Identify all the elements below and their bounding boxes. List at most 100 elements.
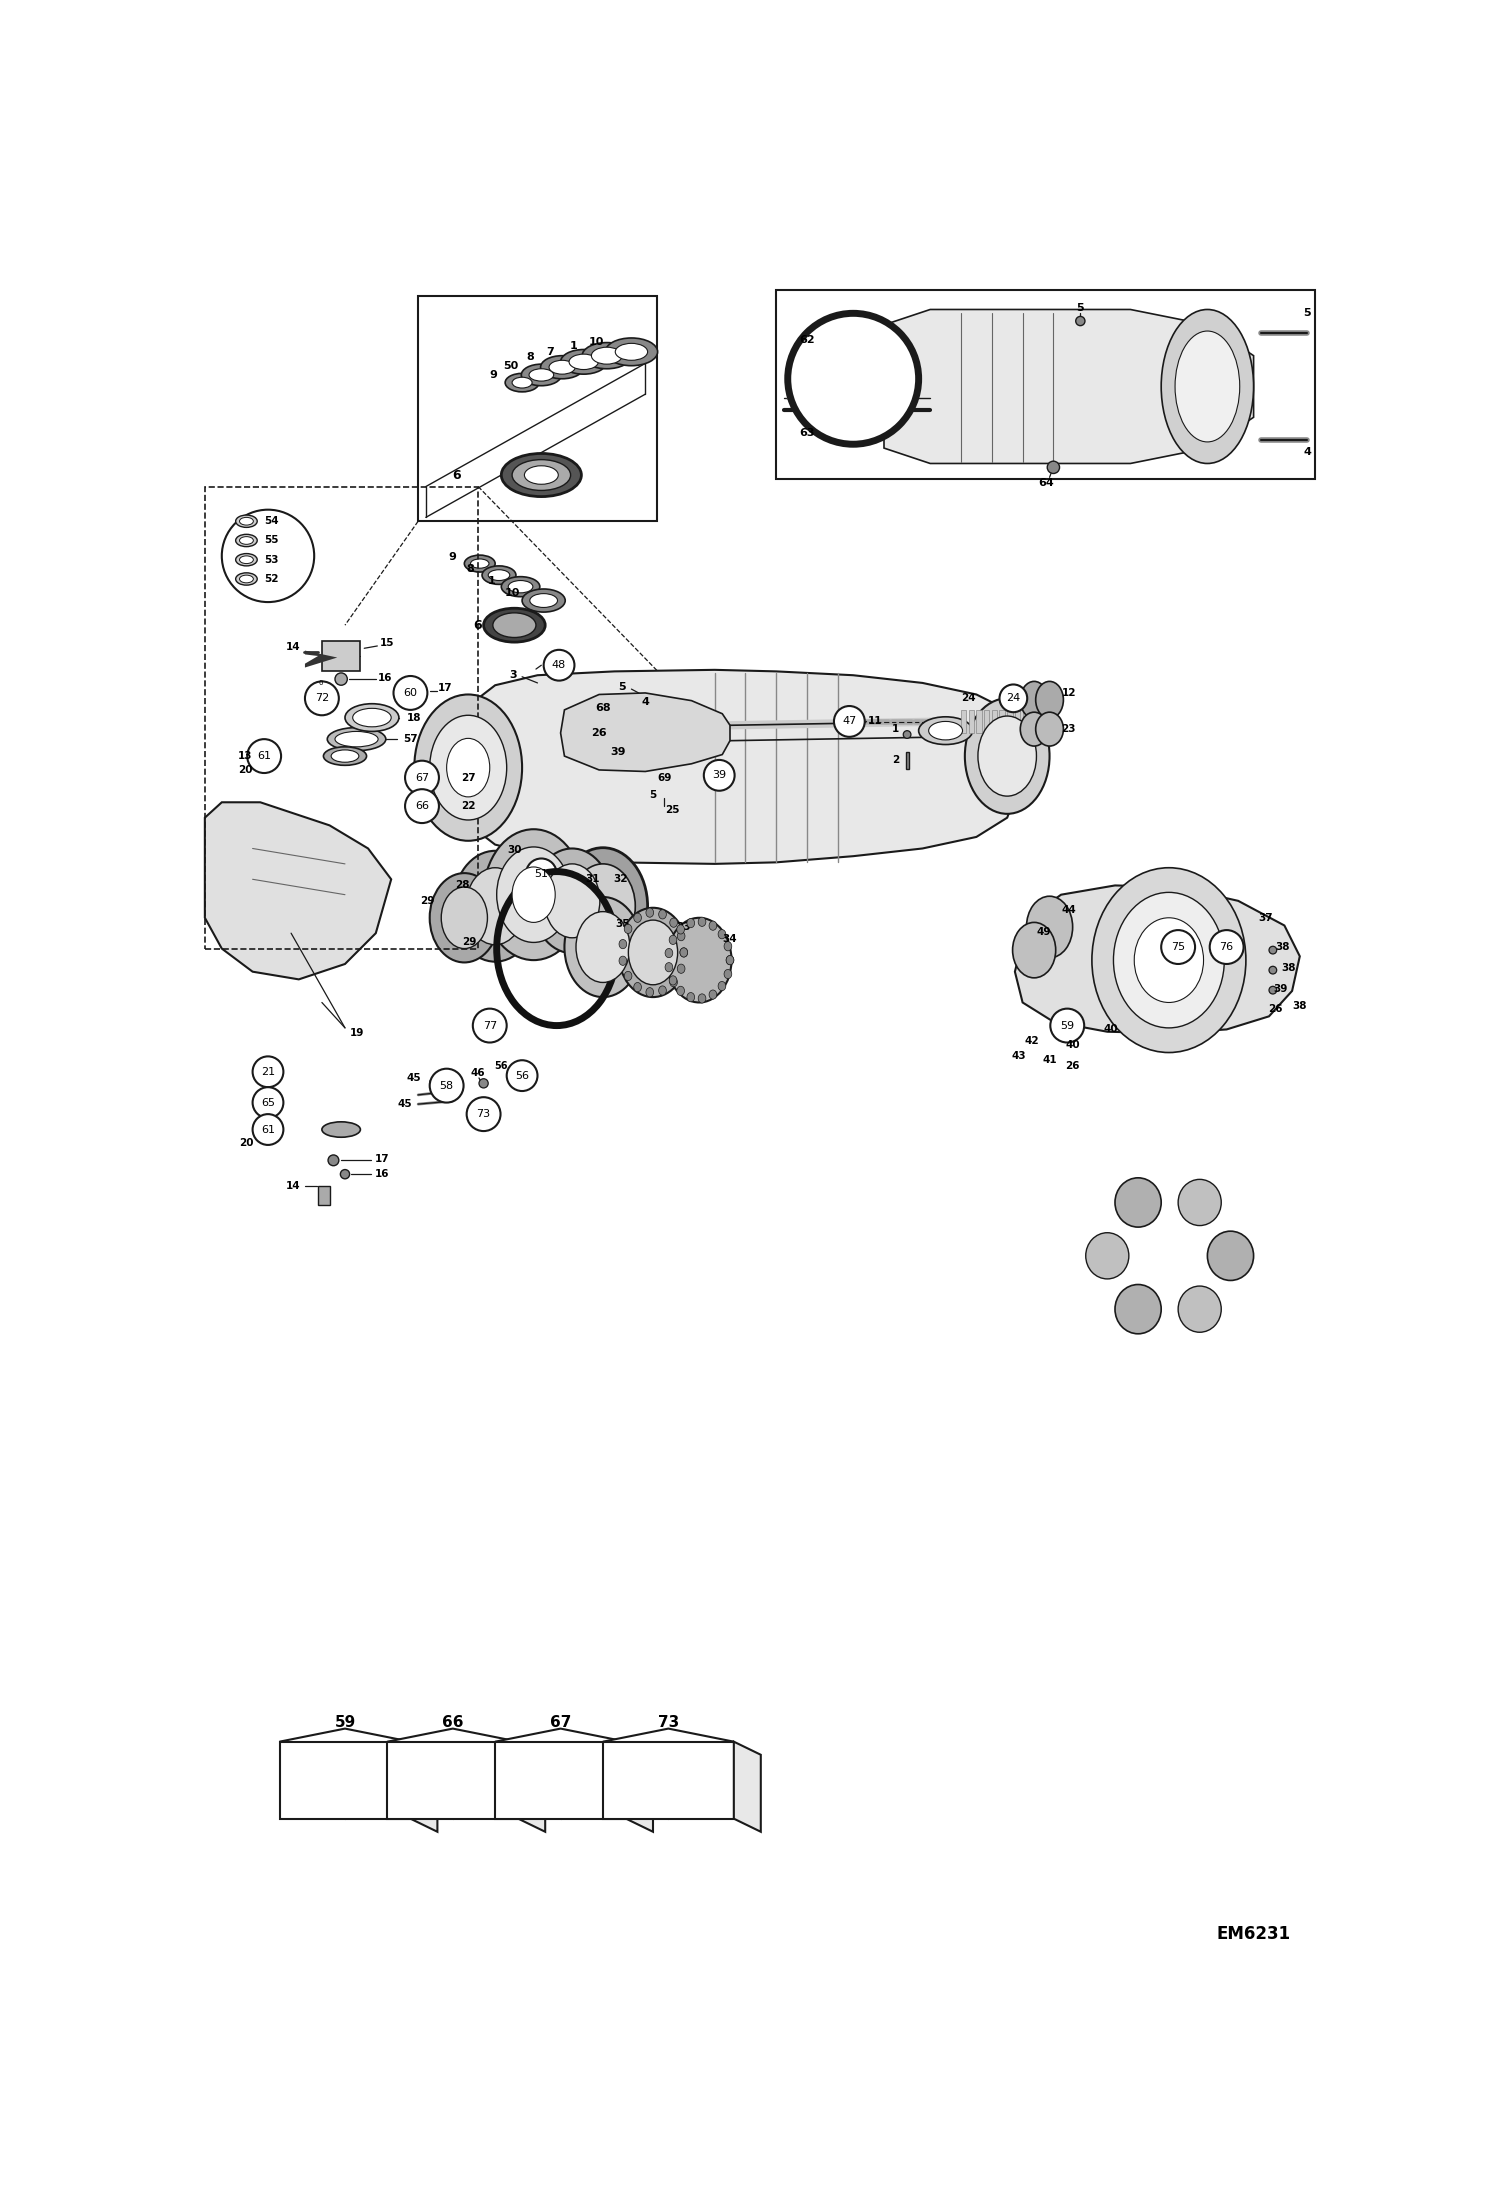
Ellipse shape	[583, 342, 632, 369]
Text: 40: 40	[1104, 1025, 1119, 1033]
Ellipse shape	[512, 377, 532, 388]
Ellipse shape	[235, 553, 258, 566]
Text: 67: 67	[415, 772, 428, 783]
Ellipse shape	[634, 983, 641, 992]
Text: 59: 59	[1061, 1020, 1074, 1031]
Ellipse shape	[331, 750, 360, 761]
Text: 5: 5	[1303, 309, 1311, 318]
Ellipse shape	[724, 970, 731, 979]
Ellipse shape	[430, 873, 499, 963]
Text: 5: 5	[619, 682, 626, 691]
Ellipse shape	[659, 911, 667, 919]
Text: 43: 43	[1011, 1051, 1026, 1062]
Text: 20: 20	[238, 766, 252, 774]
Text: 22: 22	[461, 801, 475, 812]
Circle shape	[1269, 965, 1276, 974]
Circle shape	[306, 682, 339, 715]
Ellipse shape	[718, 981, 727, 992]
Ellipse shape	[659, 985, 667, 996]
Circle shape	[336, 674, 348, 685]
Text: 3: 3	[509, 669, 517, 680]
Text: 58: 58	[439, 1082, 454, 1090]
Circle shape	[467, 1097, 500, 1132]
Text: 28: 28	[455, 880, 469, 891]
Text: 65: 65	[261, 1097, 276, 1108]
Text: 62: 62	[798, 336, 815, 344]
Polygon shape	[388, 1729, 518, 1755]
Bar	[1031, 711, 1035, 733]
Ellipse shape	[625, 924, 632, 932]
Text: 34: 34	[722, 935, 737, 943]
Circle shape	[544, 649, 574, 680]
Ellipse shape	[709, 921, 716, 930]
Ellipse shape	[592, 347, 622, 364]
Text: 15: 15	[380, 638, 394, 647]
Text: 39: 39	[611, 748, 626, 757]
Ellipse shape	[1113, 893, 1224, 1029]
Text: 18: 18	[407, 713, 421, 722]
Text: 13: 13	[238, 750, 252, 761]
Text: 66: 66	[415, 801, 428, 812]
Ellipse shape	[727, 957, 734, 965]
Text: 5: 5	[649, 790, 656, 799]
Circle shape	[404, 790, 439, 823]
Polygon shape	[280, 1729, 410, 1755]
Ellipse shape	[918, 717, 972, 744]
Text: 37: 37	[1258, 913, 1272, 924]
Ellipse shape	[235, 535, 258, 546]
Text: 17: 17	[437, 682, 452, 693]
Ellipse shape	[619, 908, 688, 996]
Ellipse shape	[698, 917, 706, 926]
Circle shape	[340, 1169, 349, 1178]
Polygon shape	[560, 693, 730, 772]
Ellipse shape	[1177, 1180, 1221, 1226]
Polygon shape	[306, 652, 337, 667]
Circle shape	[1050, 1009, 1085, 1042]
Text: 45: 45	[407, 1073, 421, 1084]
Ellipse shape	[512, 459, 571, 491]
Ellipse shape	[577, 913, 629, 983]
Text: 16: 16	[377, 674, 392, 682]
Ellipse shape	[646, 987, 653, 996]
Polygon shape	[602, 1742, 734, 1819]
Text: 17: 17	[374, 1154, 389, 1163]
Text: 73: 73	[476, 1110, 491, 1119]
Ellipse shape	[1207, 1231, 1254, 1281]
Text: 42: 42	[1025, 1036, 1040, 1047]
Text: 38: 38	[1293, 1000, 1308, 1011]
Ellipse shape	[665, 963, 673, 972]
Text: 6: 6	[452, 470, 461, 480]
Ellipse shape	[235, 573, 258, 586]
Text: 9: 9	[449, 553, 457, 562]
Ellipse shape	[484, 829, 584, 961]
Circle shape	[1076, 316, 1085, 325]
Ellipse shape	[430, 715, 506, 821]
Ellipse shape	[560, 349, 607, 375]
Ellipse shape	[1035, 713, 1064, 746]
Ellipse shape	[670, 976, 677, 985]
Circle shape	[253, 1088, 283, 1119]
Text: 25: 25	[665, 805, 680, 814]
Ellipse shape	[724, 941, 731, 950]
Ellipse shape	[616, 342, 647, 360]
Text: 63: 63	[800, 428, 815, 437]
Ellipse shape	[569, 353, 598, 369]
Polygon shape	[496, 1742, 626, 1819]
Ellipse shape	[565, 897, 641, 996]
Polygon shape	[626, 1742, 653, 1832]
Circle shape	[247, 739, 282, 772]
Text: 51: 51	[535, 869, 548, 880]
Ellipse shape	[484, 608, 545, 643]
Ellipse shape	[240, 555, 253, 564]
Ellipse shape	[470, 559, 488, 568]
Text: 5: 5	[1077, 303, 1085, 314]
Ellipse shape	[466, 869, 524, 946]
Ellipse shape	[965, 698, 1050, 814]
Ellipse shape	[497, 847, 571, 943]
Text: 38: 38	[1281, 963, 1296, 972]
Text: 24: 24	[962, 693, 977, 704]
Polygon shape	[518, 1742, 545, 1832]
Ellipse shape	[352, 709, 391, 726]
Circle shape	[404, 761, 439, 794]
Polygon shape	[457, 669, 1019, 864]
